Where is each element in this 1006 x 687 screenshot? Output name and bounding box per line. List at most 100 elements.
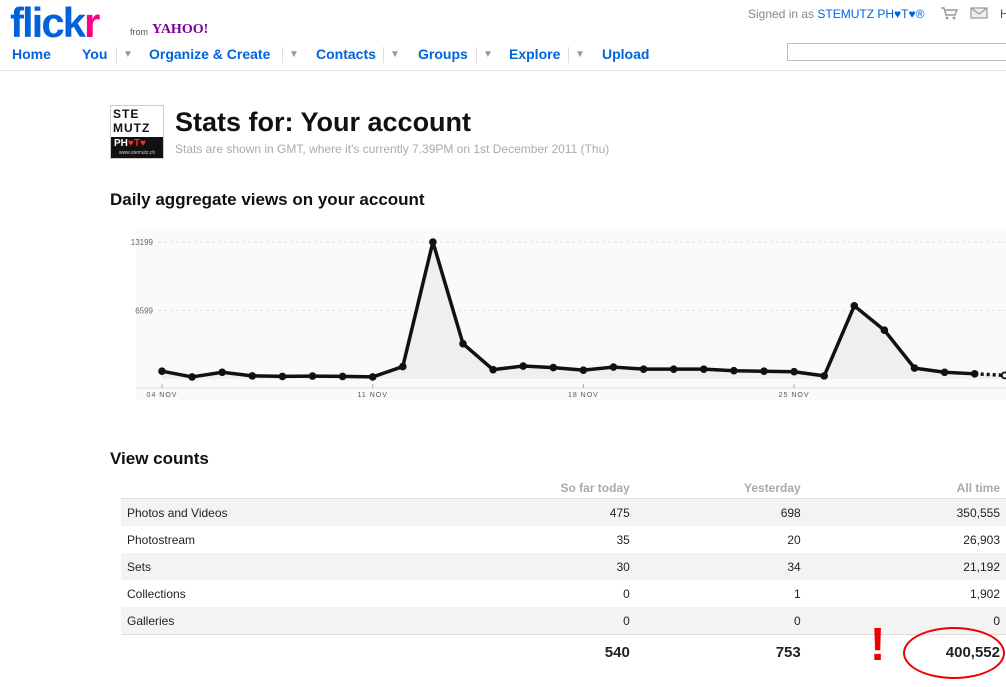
avatar-text-line2: MUTZ (113, 121, 151, 135)
data-point (248, 372, 257, 380)
nav-organize-dropdown-icon[interactable]: ▼ (282, 47, 299, 63)
total-today: 540 (457, 634, 636, 669)
highlight-circle-annotation (903, 627, 1005, 679)
data-point (790, 367, 798, 376)
cell-alltime: 350,555 (806, 498, 1006, 526)
row-label: Sets (121, 553, 458, 580)
data-point (609, 363, 618, 371)
signed-in-label: Signed in as (748, 7, 815, 21)
search-input[interactable] (787, 43, 1006, 61)
nav-you-dropdown-icon[interactable]: ▼ (116, 47, 133, 63)
cell-alltime: 26,903 (963, 532, 1000, 547)
cell-today: 0 (623, 586, 630, 601)
row-label: Photos and Videos (121, 498, 458, 526)
avatar-url: www.stemutz.ch (119, 150, 156, 156)
page-subtitle: Stats are shown in GMT, where it's curre… (175, 142, 610, 156)
cell-today: 475 (457, 498, 636, 526)
col-header-today: So far today (560, 481, 630, 495)
cell-yesterday: 698 (635, 498, 807, 526)
data-point (760, 367, 768, 376)
totals-row: 540 753 400,552 (121, 634, 1006, 669)
x-tick-label: 25 NOV (779, 392, 810, 399)
avatar-text-line1: STE (113, 107, 140, 121)
logo-text-r: r (84, 0, 100, 46)
data-point (519, 362, 527, 370)
data-point (940, 368, 949, 377)
mail-icon[interactable] (970, 6, 988, 20)
col-header-yesterday: Yesterday (744, 481, 801, 495)
view-counts-heading: View counts (110, 449, 209, 468)
table-row: Collections 0 1 1,902 (121, 580, 1006, 607)
data-point (910, 364, 919, 372)
main-nav: Home You ▼ Organize & Create ▼ Contacts … (0, 44, 1006, 66)
data-point (1000, 371, 1006, 380)
view-counts-table: So far today Yesterday All time Photos a… (121, 478, 1006, 669)
yahoo-logo: YAHOO! (152, 22, 209, 37)
help-link[interactable]: H (1000, 7, 1006, 21)
row-label: Galleries (121, 607, 458, 635)
data-point (368, 373, 377, 381)
cell-yesterday: 34 (635, 553, 807, 580)
cell-today: 30 (457, 553, 636, 580)
nav-contacts-dropdown-icon[interactable]: ▼ (383, 47, 400, 63)
cell-alltime: 1,902 (969, 586, 1000, 601)
avatar-photo-band: PH♥T♥ (111, 137, 163, 158)
data-point (158, 367, 166, 376)
nav-upload[interactable]: Upload (602, 46, 650, 62)
nav-you[interactable]: You (82, 46, 108, 62)
data-point (188, 373, 196, 381)
data-point (218, 368, 226, 377)
exclamation-annotation: ! (870, 618, 886, 670)
table-row: Photos and Videos 475 698 350,555 (121, 498, 1006, 526)
data-point (459, 339, 467, 348)
totals-label (121, 634, 458, 669)
col-header-blank (121, 478, 458, 499)
nav-contacts[interactable]: Contacts (316, 46, 376, 62)
row-label: Photostream (127, 532, 196, 547)
data-point (399, 362, 407, 371)
data-point (730, 366, 738, 375)
nav-groups[interactable]: Groups (418, 46, 468, 62)
col-header-alltime: All time (956, 481, 1000, 495)
row-label: Collections (127, 586, 186, 601)
data-point (549, 363, 558, 372)
y-tick-label: 13199 (131, 238, 154, 247)
x-tick-label: 11 NOV (358, 392, 388, 399)
data-point (970, 370, 979, 378)
data-point (639, 365, 648, 373)
nav-home[interactable]: Home (12, 46, 51, 62)
cell-today: 0 (457, 607, 636, 635)
data-point (489, 365, 497, 374)
cell-yesterday: 0 (635, 607, 807, 635)
x-tick-label: 18 NOV (568, 392, 599, 399)
table-row: Sets 30 34 21,192 (121, 553, 1006, 580)
avatar[interactable]: STE MUTZ PH♥T♥ www.stemutz.ch (110, 105, 164, 159)
data-point (850, 302, 859, 310)
nav-groups-dropdown-icon[interactable]: ▼ (476, 47, 493, 63)
cell-yesterday: 20 (787, 532, 801, 547)
avatar-heart: ♥T♥ (127, 138, 146, 149)
total-yesterday: 753 (635, 634, 807, 669)
data-point (429, 238, 437, 246)
data-point (820, 372, 828, 380)
daily-views-chart: 13199 6599 04 NOV 11 NOV 18 NOV 25 NOV (131, 228, 1006, 400)
cell-today: 35 (616, 532, 630, 547)
logo-text-flick: flick (10, 0, 86, 46)
data-point (308, 372, 317, 380)
header-divider (0, 70, 1006, 71)
nav-organize-create[interactable]: Organize & Create (149, 46, 271, 62)
cart-icon[interactable] (940, 6, 958, 20)
data-point (579, 366, 588, 374)
nav-explore[interactable]: Explore (509, 46, 561, 62)
cell-alltime: 21,192 (806, 553, 1006, 580)
cell-yesterday: 1 (794, 586, 801, 601)
table-row: Photostream 35 20 26,903 (121, 526, 1006, 553)
data-point (278, 372, 287, 381)
flickr-logo[interactable]: flickr (10, 0, 100, 46)
table-header-row: So far today Yesterday All time (121, 478, 1006, 499)
signed-in-status: Signed in as STEMUTZ PH♥T♥® (748, 7, 924, 21)
series-line (161, 240, 975, 379)
nav-explore-dropdown-icon[interactable]: ▼ (568, 47, 585, 63)
x-tick-label: 04 NOV (147, 392, 178, 399)
username-link[interactable]: STEMUTZ PH♥T♥® (817, 7, 925, 21)
